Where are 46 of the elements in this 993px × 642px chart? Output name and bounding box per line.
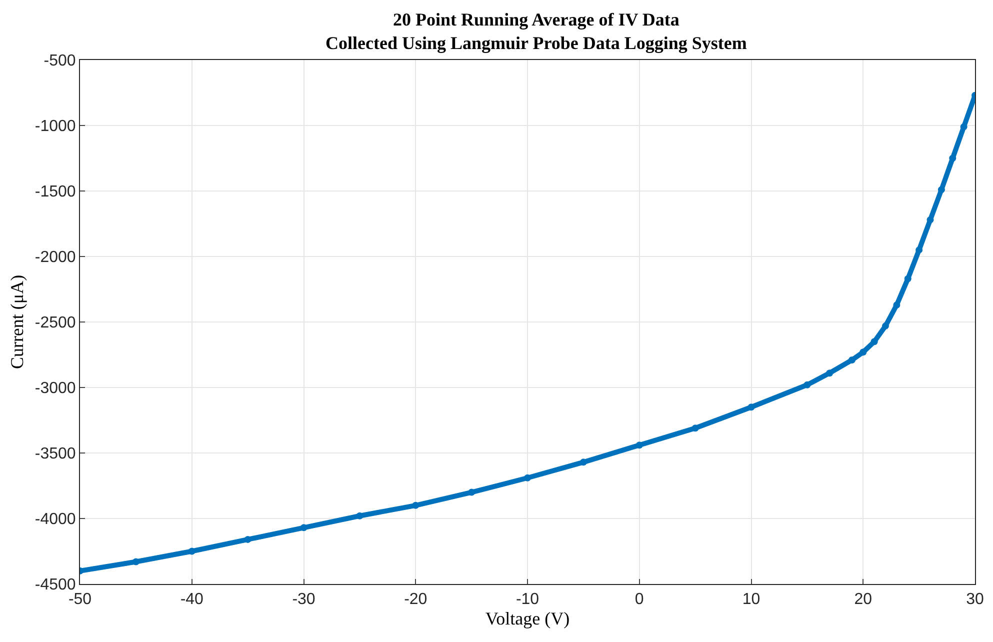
- point: [949, 154, 956, 162]
- y-tick-label: -3500: [34, 446, 76, 463]
- point: [188, 548, 196, 555]
- point: [926, 216, 934, 224]
- x-tick-label: 10: [742, 591, 760, 608]
- point: [960, 123, 968, 130]
- y-tick-label: -1000: [34, 118, 76, 136]
- point: [132, 558, 140, 566]
- chart-title: 20 Point Running Average of IV Data Collected Using Langmuir Probe Data Logging System: [326, 10, 747, 54]
- point: [692, 424, 699, 432]
- point: [748, 404, 755, 411]
- y-tick-label: -500: [44, 52, 76, 70]
- x-tick-label: -40: [180, 591, 204, 608]
- point: [356, 512, 364, 520]
- x-axis-title: Voltage (V): [485, 608, 570, 628]
- point: [870, 338, 878, 346]
- y-tick-label: -3000: [34, 380, 76, 398]
- point: [412, 502, 420, 509]
- x-tick-label: -20: [404, 591, 428, 608]
- x-tick-label: -30: [292, 591, 316, 608]
- y-tick-label: -4000: [34, 511, 76, 528]
- y-tick-label: -2500: [34, 314, 76, 332]
- point: [300, 524, 308, 532]
- point: [882, 322, 889, 330]
- point: [916, 246, 923, 254]
- x-tick-label: 30: [966, 591, 984, 608]
- point: [804, 381, 811, 388]
- point: [860, 348, 867, 356]
- x-tick-label: -10: [516, 591, 540, 608]
- point: [938, 186, 945, 194]
- point: [904, 275, 912, 282]
- y-tick-label: -2000: [34, 249, 76, 266]
- y-tick-label: -4500: [34, 576, 76, 594]
- y-axis-title: Current (μA): [7, 274, 28, 370]
- point: [826, 370, 834, 377]
- point: [848, 356, 856, 364]
- point: [893, 301, 900, 308]
- point: [580, 458, 587, 466]
- point: [468, 488, 476, 496]
- x-tick-label: -50: [68, 591, 92, 608]
- point: [636, 442, 643, 449]
- point: [244, 536, 252, 543]
- x-tick-label: 0: [634, 591, 644, 608]
- x-tick-label: 20: [854, 591, 872, 608]
- y-tick-label: -1500: [34, 184, 76, 201]
- point: [524, 474, 531, 482]
